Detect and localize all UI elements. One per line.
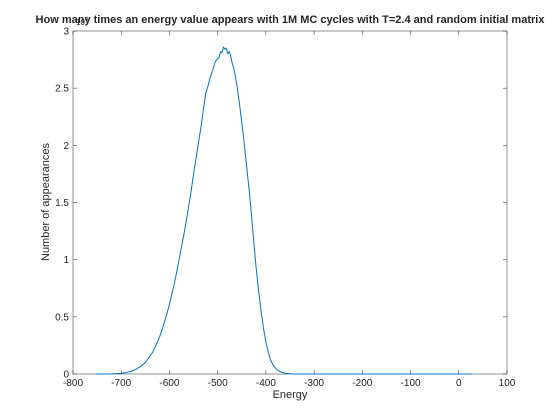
series-line: [96, 46, 473, 375]
y-tick-label: 0.5: [55, 312, 69, 323]
y-tick-label: 2: [63, 141, 69, 152]
x-tick-label: -500: [208, 378, 228, 389]
y-tick-label: 2.5: [55, 84, 69, 95]
series-layer: [96, 46, 473, 375]
y-tick-labels: 0 0.5 1 1.5 2 2.5 3: [55, 27, 69, 381]
x-tick-label: -300: [304, 378, 324, 389]
y-axis-label: Number of appearances: [40, 142, 52, 261]
x-tick-label: -600: [159, 378, 179, 389]
x-tick-label: -200: [352, 378, 372, 389]
x-tick-label: -100: [401, 378, 421, 389]
y-exponent-label: 104: [76, 17, 89, 27]
x-tick-label: 100: [499, 378, 516, 389]
x-tick-label: -400: [256, 378, 276, 389]
x-tick-labels: -800 -700 -600 -500 -400 -300 -200 -100 0 100: [63, 378, 516, 389]
y-tick-label: 1.5: [55, 198, 69, 209]
plot-area: [72, 30, 508, 375]
y-tick-label: 0: [63, 370, 69, 381]
y-tick-label: 1: [63, 255, 69, 266]
chart-title: How many times an energy value appears w…: [36, 14, 546, 26]
x-axis-label: Energy: [273, 389, 308, 401]
x-tick-label: -800: [63, 378, 83, 389]
x-tick-label: 0: [456, 378, 462, 389]
x-tick-label: -700: [111, 378, 131, 389]
y-tick-label: 3: [63, 27, 69, 38]
